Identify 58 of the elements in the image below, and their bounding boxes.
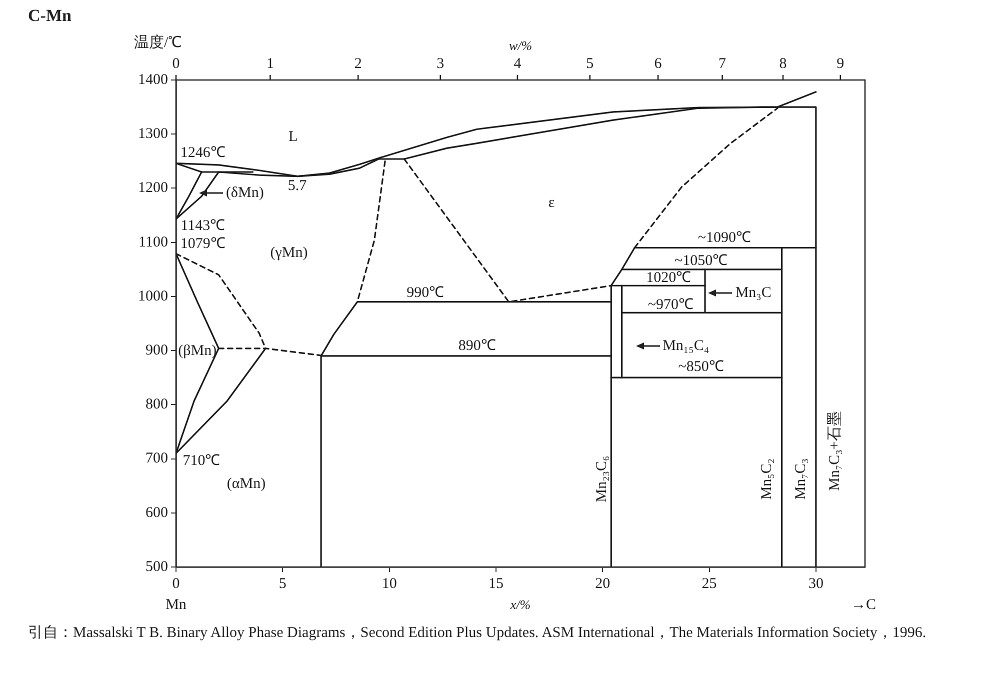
text: 5 — [586, 56, 594, 72]
annotation: Mn₂₃C₆ — [594, 456, 610, 502]
annotation: Mn₇C₃+石墨 — [827, 410, 844, 490]
annotation: Mn₁₅C₄ — [662, 338, 710, 354]
annotation: (δMn) — [226, 184, 264, 201]
y-axis-title: 温度/℃ — [134, 35, 182, 51]
annotation: Mn₃C — [735, 284, 772, 301]
annotation: ~970℃ — [648, 296, 694, 312]
x-tick-label: 10 — [382, 576, 397, 592]
annotation: 710℃ — [182, 452, 220, 469]
annotation: 1246℃ — [180, 145, 226, 162]
x-tick-label: 30 — [808, 576, 824, 592]
annotation: 890℃ — [458, 338, 496, 354]
annotation: (αMn) — [226, 476, 266, 492]
chart-title: C-Mn — [28, 6, 72, 25]
text: Mn — [166, 597, 186, 613]
y-tick-label: 1100 — [138, 234, 168, 250]
annotation: L — [288, 128, 298, 145]
text: 7 — [718, 56, 726, 72]
text: 0 — [172, 56, 180, 72]
text: 2 — [354, 56, 362, 72]
annotation: (βMn) — [178, 342, 217, 359]
text: 8 — [779, 56, 787, 72]
y-tick-label: 900 — [146, 342, 168, 358]
annotation: 990℃ — [406, 285, 444, 302]
x-tick-label: 5 — [278, 576, 286, 592]
text: 1 — [266, 56, 274, 72]
annotation: ε — [548, 195, 555, 212]
annotation: (γMn) — [270, 245, 308, 262]
x-tick-label: 20 — [595, 576, 610, 592]
x-tick-label: 15 — [488, 576, 504, 592]
y-tick-label: 1300 — [138, 126, 168, 142]
text: →C — [851, 597, 876, 613]
annotation: ~1090℃ — [698, 230, 751, 246]
text: 3 — [436, 56, 444, 72]
x-tick-label: 0 — [172, 576, 180, 592]
annotation: ~1050℃ — [674, 253, 728, 270]
x-tick-label: 25 — [702, 576, 717, 592]
text: 引自：Massalski T B. Binary Alloy Phase Diagrams，Second Edition Plus Updates. ASM International，The Materials Information Society，1996. — [28, 624, 928, 643]
annotation: 1020℃ — [646, 270, 692, 286]
y-tick-label: 1000 — [138, 288, 168, 304]
y-tick-label: 1400 — [138, 72, 168, 88]
text: 6 — [654, 56, 662, 72]
y-tick-label: 700 — [146, 450, 168, 467]
text: 9 — [836, 56, 844, 72]
annotation: 1079℃ — [180, 236, 226, 252]
y-tick-label: 1200 — [138, 180, 168, 196]
x2-axis-title: w/% — [508, 38, 532, 54]
annotation: Mn₅C₂ — [759, 458, 776, 500]
y-tick-label: 600 — [146, 504, 168, 521]
y-tick-label: 800 — [146, 396, 168, 413]
annotation: 5.7 — [288, 178, 307, 194]
x-axis-title: x/% — [510, 597, 531, 613]
y-tick-label: 500 — [146, 558, 168, 575]
annotation: ~850℃ — [678, 359, 724, 376]
annotation: Mn₇C₃ — [792, 458, 809, 500]
text: 4 — [514, 56, 522, 72]
annotation: 1143℃ — [180, 218, 226, 234]
